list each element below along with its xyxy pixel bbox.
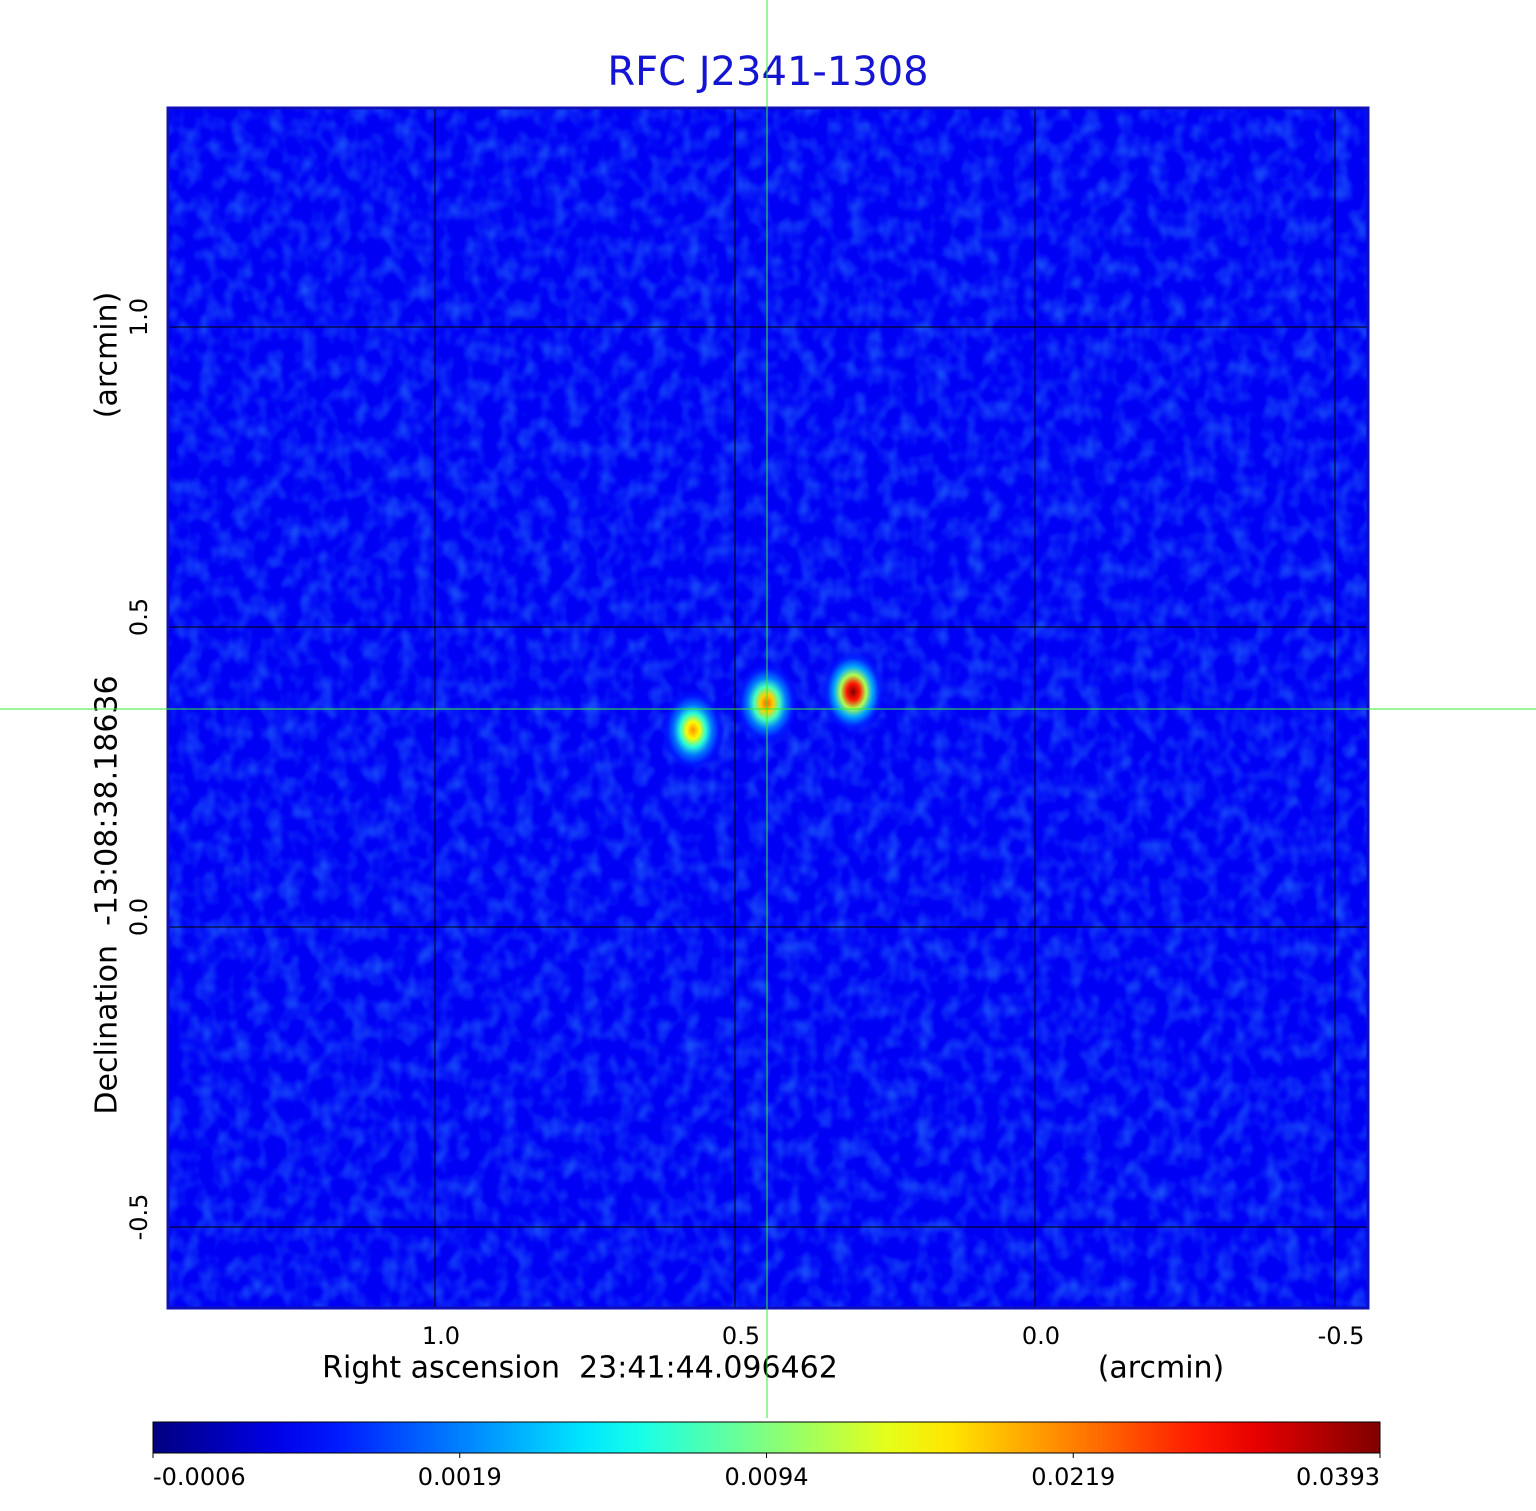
y-tick-label: 1.0 bbox=[125, 298, 153, 336]
colorbar-tick-label: 0.0019 bbox=[418, 1463, 502, 1491]
x-axis-label: Right ascension 23:41:44.096462 bbox=[322, 1351, 838, 1386]
y-axis-unit: (arcmin) bbox=[90, 292, 125, 419]
x-tick-label: -0.5 bbox=[1318, 1322, 1365, 1350]
x-tick-label: 0.0 bbox=[1022, 1322, 1060, 1350]
colorbar-tick-label: 0.0219 bbox=[1031, 1463, 1115, 1491]
y-tick-label: 0.5 bbox=[125, 598, 153, 636]
y-axis-label: Declination -13:08:38.18636 bbox=[90, 675, 125, 1114]
x-tick-label: 0.5 bbox=[722, 1322, 760, 1350]
colorbar-tick-label: -0.0006 bbox=[153, 1463, 246, 1491]
colorbar-tick-label: 0.0094 bbox=[725, 1463, 809, 1491]
image-frame bbox=[166, 106, 1370, 1310]
x-tick-label: 1.0 bbox=[422, 1322, 460, 1350]
colorbar-tick-label: 0.0393 bbox=[1296, 1463, 1380, 1491]
chart-title: RFC J2341-1308 bbox=[607, 49, 928, 95]
source bbox=[661, 688, 725, 773]
x-axis-unit: (arcmin) bbox=[1098, 1351, 1225, 1386]
y-tick-label: 0.0 bbox=[125, 898, 153, 936]
source bbox=[821, 649, 886, 734]
colorbar bbox=[152, 1421, 1381, 1454]
y-tick-label: -0.5 bbox=[125, 1194, 153, 1241]
